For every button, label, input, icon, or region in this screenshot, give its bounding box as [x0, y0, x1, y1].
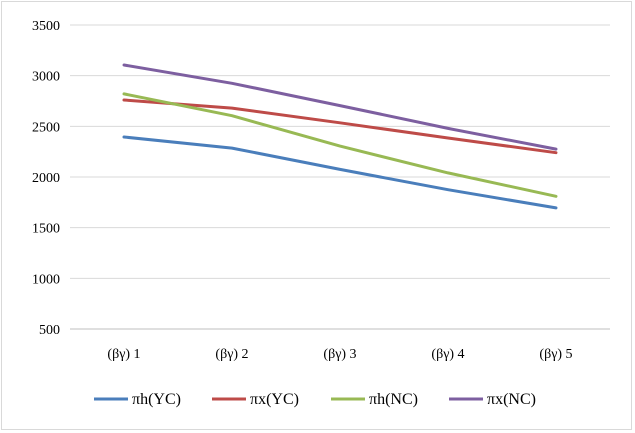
y-tick-label: 3500 [32, 19, 60, 34]
series-line-4 [122, 63, 558, 151]
legend-entry: πh(YC) [94, 391, 181, 408]
x-tick-label: (βγ) 2 [215, 347, 248, 362]
legend: πh(YC) πx(YC) πh(NC) πx(NC) [94, 391, 536, 408]
y-tick-label: 3000 [32, 70, 60, 85]
series-lines [122, 63, 558, 210]
x-axis-ticks: (βγ) 1 (βγ) 2 (βγ) 3 (βγ) 4 (βγ) 5 [107, 347, 572, 362]
legend-entry: πh(NC) [331, 391, 418, 408]
series-line-2 [122, 98, 558, 155]
x-tick-label: (βγ) 4 [431, 347, 464, 362]
legend-label: πx(NC) [487, 391, 536, 408]
y-tick-label: 500 [39, 323, 60, 338]
legend-entry: πx(NC) [449, 391, 536, 408]
legend-label: πx(YC) [250, 391, 299, 408]
x-tick-label: (βγ) 5 [539, 347, 572, 362]
legend-label: πh(YC) [132, 391, 181, 408]
y-tick-label: 2500 [32, 120, 60, 135]
y-axis-ticks: 500 1000 1500 2000 2500 3000 3500 [32, 19, 60, 338]
legend-entry: πx(YC) [212, 391, 299, 408]
y-tick-label: 2000 [32, 171, 60, 186]
x-tick-label: (βγ) 1 [107, 347, 140, 362]
gridlines [70, 24, 610, 330]
x-tick-label: (βγ) 3 [323, 347, 356, 362]
y-tick-label: 1500 [32, 222, 60, 237]
y-tick-label: 1000 [32, 272, 60, 287]
series-line-1 [122, 135, 558, 210]
series-line-3 [122, 92, 558, 198]
legend-label: πh(NC) [369, 391, 418, 408]
